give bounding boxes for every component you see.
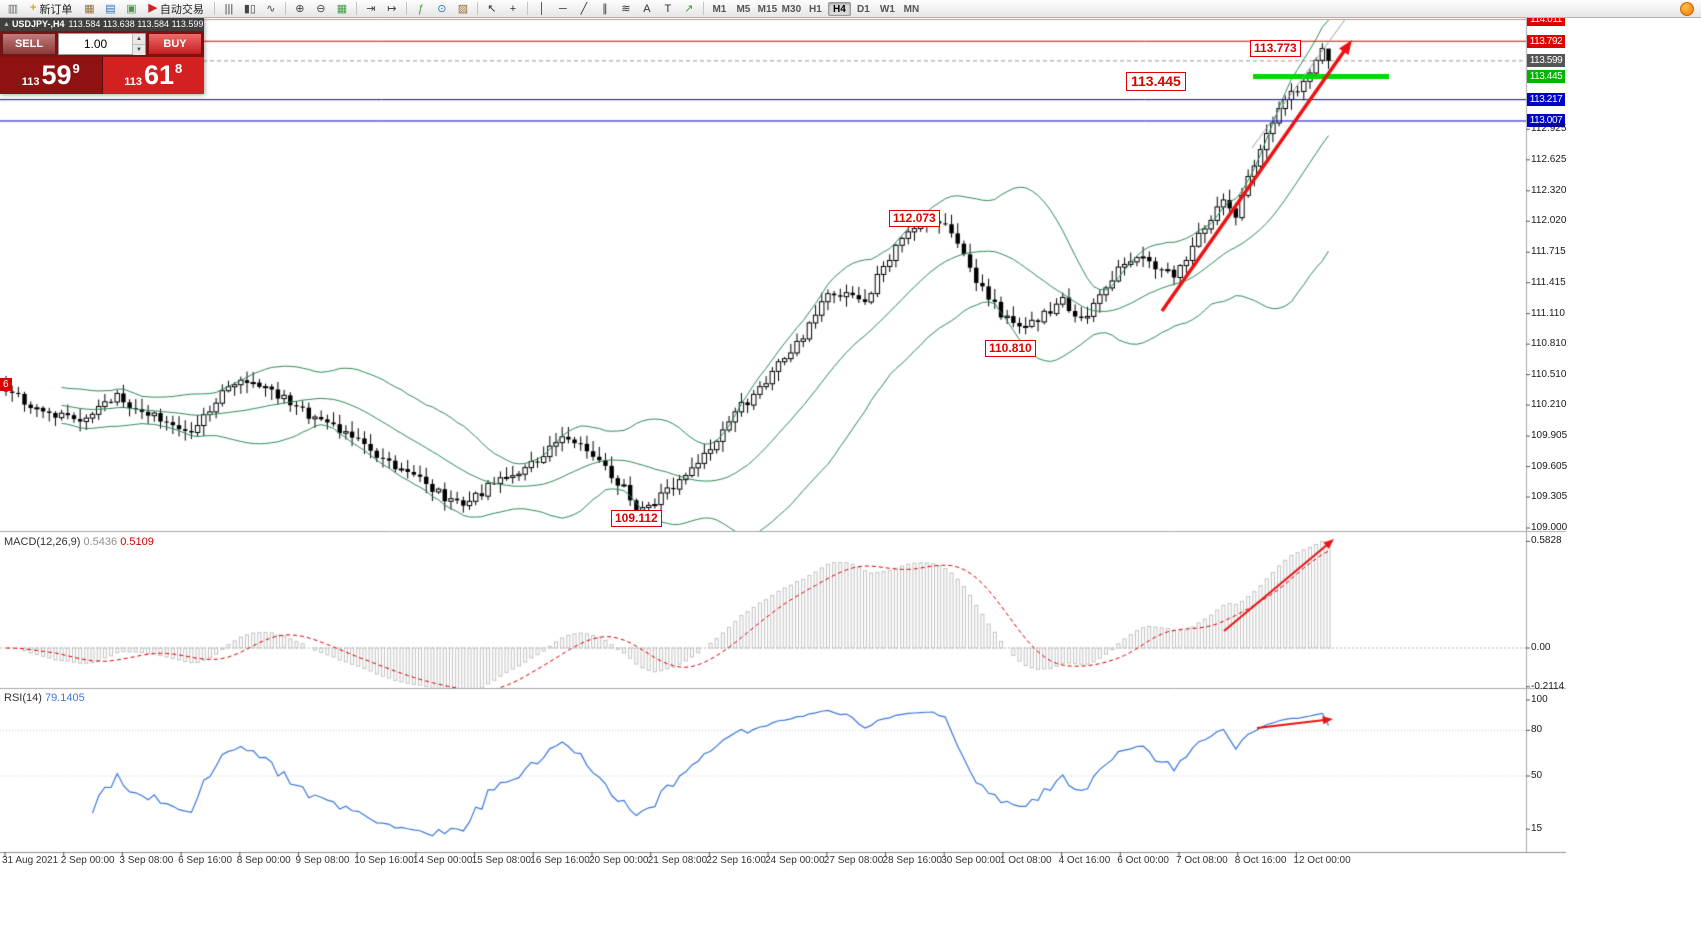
- toolbar-separator: [213, 2, 215, 15]
- trendline-icon[interactable]: ╱: [580, 3, 588, 15]
- buy-price-pip: 8: [175, 61, 183, 76]
- data-window-icon[interactable]: ▣: [126, 3, 137, 15]
- toolbar-separator: [476, 2, 478, 15]
- buy-button[interactable]: BUY: [148, 33, 202, 55]
- profiles-icon[interactable]: ▤: [105, 3, 116, 15]
- periods-icon[interactable]: ⊙: [437, 3, 447, 15]
- new-order-button[interactable]: + 新订单: [24, 1, 78, 16]
- horizontal-line-icon[interactable]: ─: [559, 3, 567, 15]
- timeframe-button-w1[interactable]: W1: [879, 3, 895, 15]
- toolbar-separator: [355, 2, 357, 15]
- timeframe-button-mn[interactable]: MN: [903, 3, 920, 15]
- crosshair-icon[interactable]: +: [509, 3, 517, 15]
- toolbar-separator: [526, 2, 528, 15]
- indicators-icon[interactable]: ƒ: [417, 3, 424, 15]
- volume-decrease-button[interactable]: ▼: [133, 45, 145, 55]
- text-icon[interactable]: A: [643, 3, 651, 15]
- timeframe-button-h1[interactable]: H1: [809, 3, 822, 15]
- toolbar-separator: [284, 2, 286, 15]
- timeframe-button-m1[interactable]: M1: [712, 3, 727, 15]
- symbol-timeframe-label: USDJPY-,H4: [11, 19, 65, 29]
- channel-icon[interactable]: ∥: [602, 3, 608, 15]
- chart-shift-icon[interactable]: ↦: [387, 3, 397, 15]
- volume-increase-button[interactable]: ▲: [133, 34, 145, 45]
- ohlc-values: 113.584 113.638 113.584 113.599: [68, 19, 204, 29]
- timeframe-button-h4[interactable]: H4: [827, 1, 851, 16]
- volume-spinner: ▲ ▼: [132, 34, 145, 55]
- ohlc-bars-icon[interactable]: |||: [224, 3, 234, 15]
- templates-icon[interactable]: ▨: [457, 3, 469, 15]
- timeframe-button-m5[interactable]: M5: [736, 3, 751, 15]
- candlestick-chart-icon[interactable]: ▮▯: [243, 3, 256, 15]
- symbol-arrow-icon: ▲: [3, 21, 10, 28]
- timeframe-button-m30[interactable]: M30: [781, 3, 802, 15]
- vertical-line-icon[interactable]: │: [538, 3, 546, 15]
- one-click-trading-panel: ▲ USDJPY-,H4 113.584 113.638 113.584 113…: [0, 18, 204, 94]
- sell-price-main: 59: [41, 60, 72, 90]
- new-chart-icon[interactable]: ▥: [7, 3, 19, 15]
- sell-price-button[interactable]: 113 59 9: [0, 57, 103, 94]
- autotrading-button-label: 自动交易: [159, 3, 204, 16]
- volume-input[interactable]: [59, 34, 132, 54]
- new-order-button-label: 新订单: [39, 3, 73, 16]
- tile-windows-icon[interactable]: ▦: [336, 3, 348, 15]
- plus-doc-icon: +: [30, 2, 37, 14]
- chart-windows-icon[interactable]: ▦: [84, 3, 95, 15]
- sell-price-prefix: 113: [21, 76, 40, 88]
- buy-price-button[interactable]: 113 61 8: [102, 57, 204, 94]
- fibonacci-icon[interactable]: ≋: [621, 3, 631, 15]
- zoom-in-icon[interactable]: ⊕: [295, 3, 305, 15]
- autotrading-play-icon: ▶: [148, 2, 157, 14]
- zoom-out-icon[interactable]: ⊖: [316, 3, 326, 15]
- sell-button[interactable]: SELL: [2, 33, 56, 55]
- order-controls-row: SELL ▲ ▼ BUY: [0, 31, 204, 57]
- toolbar-separator: [702, 2, 704, 15]
- auto-scroll-icon[interactable]: ⇥: [366, 3, 376, 15]
- arrows-icon[interactable]: ↗: [684, 3, 694, 15]
- line-chart-icon[interactable]: ∿: [266, 3, 276, 15]
- chart-title-bar: ▲ USDJPY-,H4 113.584 113.638 113.584 113…: [0, 18, 204, 31]
- alert-indicator-icon[interactable]: [1680, 1, 1694, 16]
- cursor-icon[interactable]: ↖: [487, 3, 497, 15]
- timeframe-button-m15[interactable]: M15: [757, 3, 778, 15]
- autotrading-button[interactable]: ▶ 自动交易: [142, 1, 209, 16]
- label-icon[interactable]: T: [664, 3, 672, 15]
- buy-price-main: 61: [143, 60, 175, 90]
- timeframe-button-d1[interactable]: D1: [857, 3, 870, 15]
- buy-price-prefix: 113: [124, 76, 142, 88]
- toolbar-separator: [405, 2, 407, 15]
- price-buttons-row: 113 59 9 113 61 8: [0, 57, 204, 94]
- main-toolbar: ▥ + 新订单 ▦ ▤ ▣ ▶ 自动交易 ||| ▮▯ ∿ ⊕ ⊖ ▦ ⇥ ↦ ƒ ⊙ ▨ ↖ + │ ─ ╱ ∥ ≋ A T ↗ M1 M…: [0, 0, 1701, 18]
- sell-price-pip: 9: [72, 61, 80, 76]
- volume-control: ▲ ▼: [58, 33, 146, 55]
